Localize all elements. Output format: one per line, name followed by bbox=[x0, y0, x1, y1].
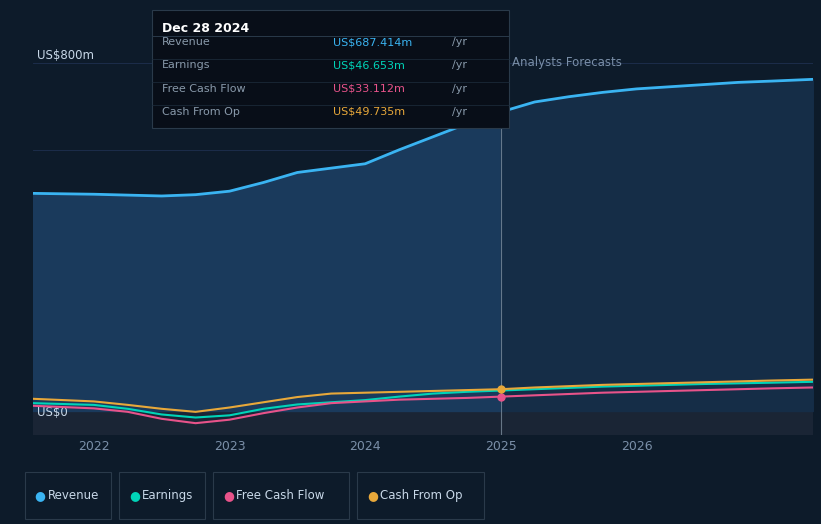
Bar bbox=[33, 411, 813, 435]
Text: Analysts Forecasts: Analysts Forecasts bbox=[511, 56, 621, 69]
Text: Revenue: Revenue bbox=[162, 37, 210, 47]
Text: Dec 28 2024: Dec 28 2024 bbox=[162, 22, 249, 35]
Text: Free Cash Flow: Free Cash Flow bbox=[236, 489, 325, 501]
Text: Past: Past bbox=[461, 56, 490, 69]
Text: Revenue: Revenue bbox=[48, 489, 99, 501]
Text: Earnings: Earnings bbox=[142, 489, 194, 501]
Text: /yr: /yr bbox=[452, 84, 466, 94]
Text: ●: ● bbox=[223, 489, 234, 501]
Text: US$46.653m: US$46.653m bbox=[333, 60, 405, 70]
Text: Cash From Op: Cash From Op bbox=[162, 107, 240, 117]
Text: US$49.735m: US$49.735m bbox=[333, 107, 405, 117]
Text: /yr: /yr bbox=[452, 37, 466, 47]
Text: ●: ● bbox=[34, 489, 45, 501]
Text: ●: ● bbox=[129, 489, 140, 501]
Text: Cash From Op: Cash From Op bbox=[380, 489, 462, 501]
Text: ●: ● bbox=[367, 489, 378, 501]
Text: US$687.414m: US$687.414m bbox=[333, 37, 412, 47]
Text: US$800m: US$800m bbox=[37, 49, 94, 62]
Text: /yr: /yr bbox=[452, 107, 466, 117]
Text: Free Cash Flow: Free Cash Flow bbox=[162, 84, 245, 94]
Text: /yr: /yr bbox=[452, 60, 466, 70]
Text: Earnings: Earnings bbox=[162, 60, 210, 70]
Text: US$0: US$0 bbox=[37, 406, 67, 419]
Text: US$33.112m: US$33.112m bbox=[333, 84, 405, 94]
